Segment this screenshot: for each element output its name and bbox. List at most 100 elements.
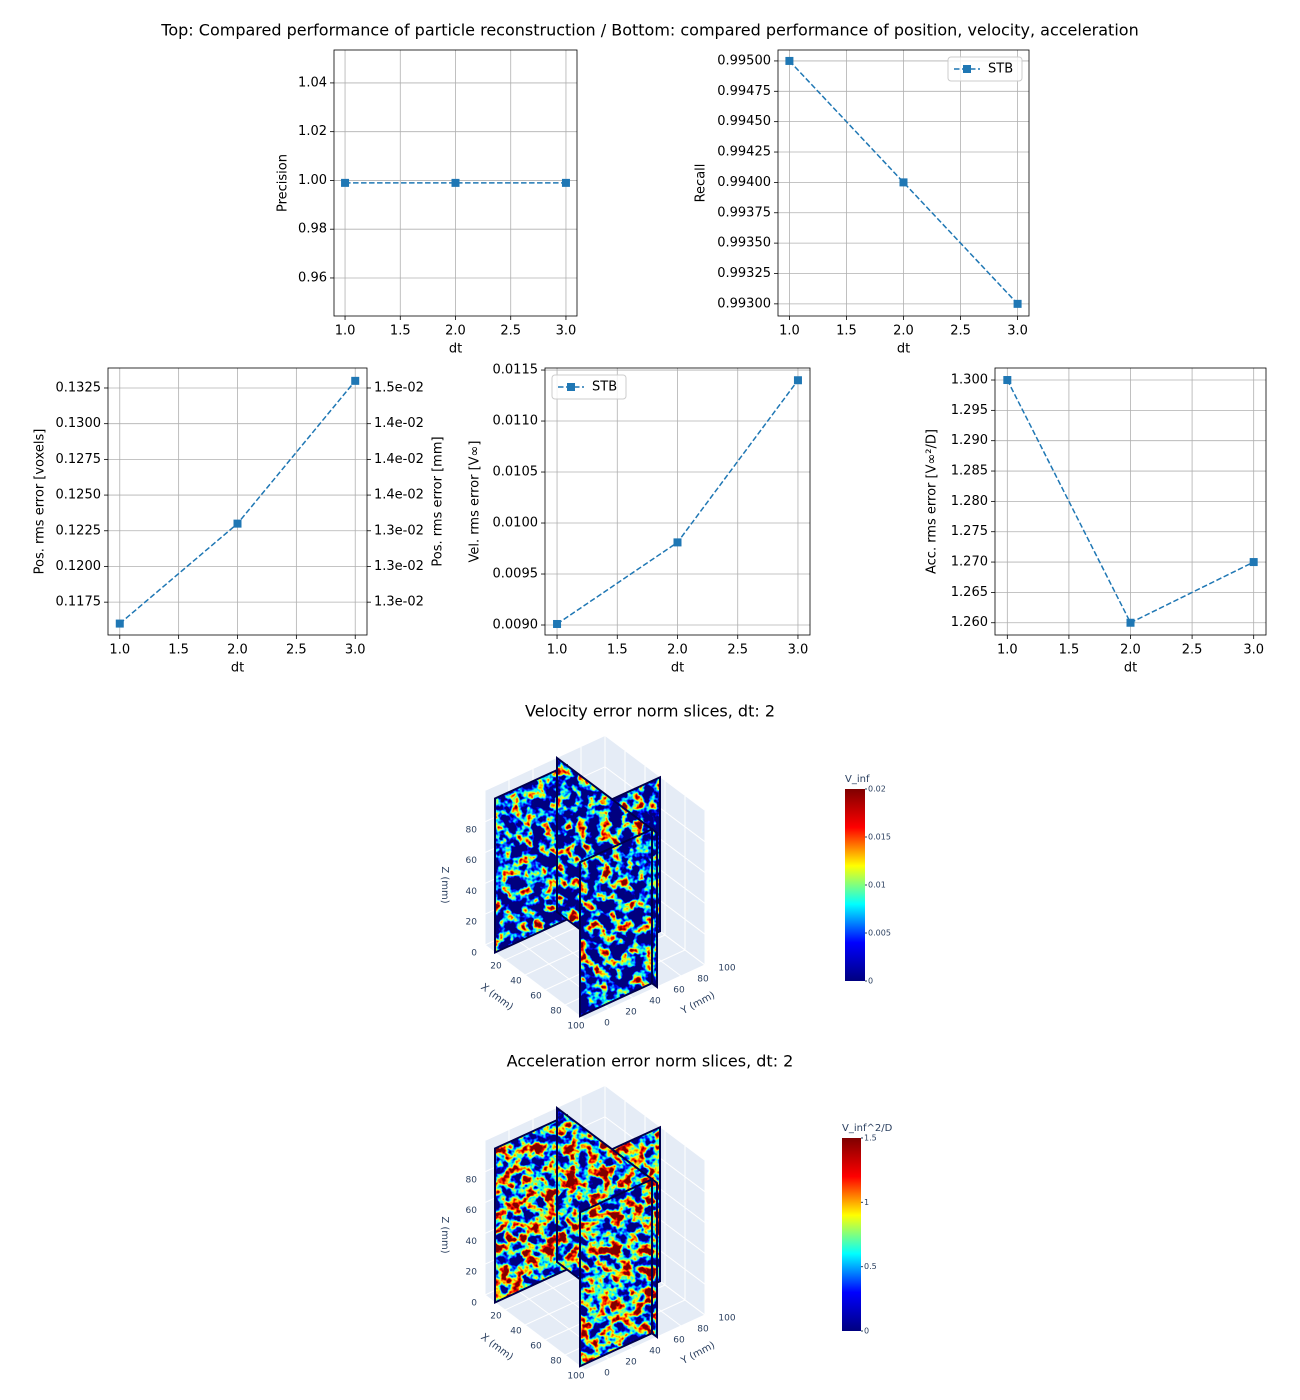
marker (1126, 618, 1135, 627)
x-tick-label: 2.0 (227, 643, 248, 658)
x-tick-label: 60 (530, 1342, 542, 1352)
colorbar-tick-label: 0 (864, 1327, 869, 1336)
y-tick-label: 1.285 (951, 464, 988, 479)
y-tick-label: 100 (718, 964, 735, 974)
x-tick-label: 20 (490, 1312, 502, 1322)
x-tick-label: 3.0 (556, 324, 577, 339)
y-tick-label: 0.0090 (493, 618, 539, 633)
y-tick-label: 0.1175 (56, 595, 102, 610)
section-title: Velocity error norm slices, dt: 2 (525, 702, 775, 721)
x-tick-label: 2.0 (667, 643, 688, 658)
colorbar-tick-label: 0 (868, 977, 873, 986)
y-tick-label: 0.1225 (56, 523, 102, 538)
marker (233, 519, 242, 528)
plot-frame (994, 367, 1267, 636)
marker (793, 376, 802, 385)
colorbar-tick-label: 0.015 (868, 833, 891, 842)
colorbar-title: V_inf (845, 774, 870, 785)
x-tick-label: 3.0 (1007, 324, 1028, 339)
y2-tick-label: 1.3e-02 (374, 523, 424, 538)
slice-edge (579, 827, 653, 1018)
colorbar-tick-label: 1.5 (864, 1134, 877, 1143)
y-tick-label: 1.00 (298, 173, 327, 188)
y-tick-label: 1.300 (951, 373, 988, 388)
marker (341, 178, 350, 187)
x-axis-label: dt (1124, 661, 1137, 676)
x-tick-label: 3.0 (788, 643, 809, 658)
slice (495, 765, 567, 953)
y-axis-label: Pos. rms error [voxels] (33, 429, 48, 575)
y-tick-label: 0.99425 (717, 145, 771, 160)
y-tick-label: 0.1200 (56, 559, 102, 574)
y-tick-label: 0.99475 (717, 84, 771, 99)
x-axis-label: dt (897, 342, 910, 357)
y-tick-label: 0.1300 (56, 416, 102, 431)
z-tick-label: 0 (471, 1299, 477, 1309)
x-tick-label: 40 (510, 977, 522, 987)
y-tick-label: 0.1275 (56, 452, 102, 467)
x-tick-label: 1.0 (335, 324, 356, 339)
x-tick-label: 1.0 (997, 643, 1018, 658)
z-tick-label: 20 (466, 1268, 478, 1278)
colorbar (845, 789, 865, 981)
x-tick-label: 3.0 (1243, 643, 1264, 658)
legend-marker (567, 383, 575, 391)
x-axis-label: dt (671, 661, 684, 676)
slice-field (580, 829, 652, 1017)
colorbar-tick-label: 0.5 (864, 1262, 877, 1271)
slice-field (495, 1115, 567, 1303)
y-tick-label: 0.99350 (717, 236, 771, 251)
marker (553, 619, 562, 628)
marker (1003, 376, 1012, 385)
x-tick-label: 20 (490, 962, 502, 972)
y-tick-label: 0.99400 (717, 175, 771, 190)
y-tick-label: 80 (697, 1325, 709, 1335)
slice (580, 1179, 652, 1367)
slice-field (580, 1179, 652, 1367)
y-tick-label: 0.99375 (717, 205, 771, 220)
plot-frame (107, 367, 368, 636)
y-tick-label: 0 (604, 1019, 610, 1029)
z-axis-label: Z (mm) (439, 866, 450, 903)
y-tick-label: 100 (718, 1314, 735, 1324)
y2-tick-label: 1.4e-02 (374, 488, 424, 503)
y-tick-label: 1.265 (951, 585, 988, 600)
x-tick-label: 1.5 (1059, 643, 1080, 658)
z-tick-label: 40 (466, 887, 478, 897)
y-tick-label: 0.0100 (493, 516, 539, 531)
marker (785, 56, 794, 65)
colorbar-tick-label: 0.005 (868, 929, 891, 938)
y-tick-label: 0.99450 (717, 114, 771, 129)
colorbar-tick-label: 0.01 (868, 881, 886, 890)
y-tick-label: 0.1250 (56, 488, 102, 503)
x-tick-label: 1.5 (607, 643, 628, 658)
colorbar (842, 1138, 861, 1331)
x-tick-label: 60 (530, 992, 542, 1002)
marker (1249, 558, 1258, 567)
plot-frame (777, 49, 1030, 317)
plot-frame (333, 49, 578, 317)
page-title: Top: Compared performance of particle re… (160, 21, 1138, 40)
x-tick-label: 40 (510, 1327, 522, 1337)
y-tick-label: 1.290 (951, 433, 988, 448)
y-tick-label: 20 (625, 1008, 637, 1018)
y2-tick-label: 1.3e-02 (374, 595, 424, 610)
z-tick-label: 80 (466, 1175, 478, 1185)
legend-label: STB (988, 62, 1013, 77)
x-tick-label: 2.5 (286, 643, 307, 658)
plot-frame (544, 367, 811, 636)
x-tick-label: 1.5 (836, 324, 857, 339)
marker (899, 178, 908, 187)
y-tick-label: 0.0115 (493, 363, 539, 378)
colorbar-tick-label: 1 (864, 1198, 869, 1207)
colorbar-tick-label: 0.02 (868, 785, 886, 794)
y-tick-label: 1.02 (298, 124, 327, 139)
y-tick-label: 0.0110 (493, 414, 539, 429)
y-tick-label: 0.96 (298, 270, 327, 285)
y2-axis-label: Pos. rms error [mm] (431, 436, 446, 566)
y-axis-label: Recall (694, 164, 709, 203)
y-tick-label: 1.270 (951, 555, 988, 570)
y2-tick-label: 1.3e-02 (374, 559, 424, 574)
y-tick-label: 60 (673, 1336, 685, 1346)
y-axis-label: Precision (276, 154, 291, 212)
